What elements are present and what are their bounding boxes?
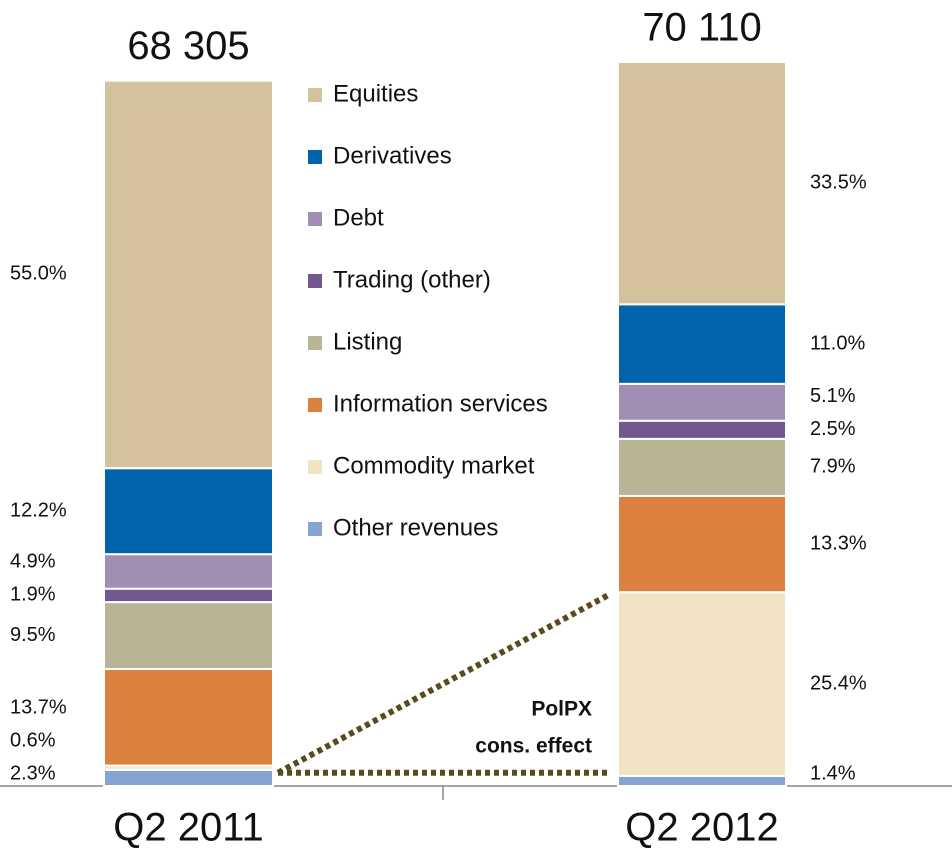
legend-swatch <box>308 212 322 226</box>
data-label: 1.9% <box>10 584 56 606</box>
legend-label: Listing <box>333 328 402 355</box>
legend-label: Trading (other) <box>333 266 491 293</box>
legend-swatch <box>308 150 322 164</box>
bar-segment <box>103 668 274 767</box>
data-label: 55.0% <box>10 263 67 285</box>
annotation: cons. effect <box>475 735 592 758</box>
data-label: 4.9% <box>10 551 56 573</box>
bar-segment <box>103 587 274 604</box>
legend-swatch <box>308 522 322 536</box>
legend-label: Commodity market <box>333 452 535 479</box>
legend-swatch <box>308 336 322 350</box>
bar-segment <box>617 591 787 777</box>
data-label: 13.3% <box>810 532 867 554</box>
bar-segment <box>103 79 274 470</box>
legend-swatch <box>308 274 322 288</box>
data-label: 7.9% <box>810 456 856 478</box>
legend-swatch <box>308 398 322 412</box>
bar-segment <box>103 553 274 590</box>
data-label: 2.5% <box>810 418 856 440</box>
data-label: 9.5% <box>10 624 56 646</box>
data-label: 33.5% <box>810 171 867 193</box>
data-label: 25.4% <box>810 672 867 694</box>
data-label: 2.3% <box>10 762 56 784</box>
bar-segment <box>617 382 787 422</box>
legend-label: Equities <box>333 80 418 107</box>
data-label: 12.2% <box>10 499 67 521</box>
bar-segment <box>103 467 274 556</box>
annotation: PolPX <box>531 698 592 721</box>
bar-segment <box>617 61 787 306</box>
bar-segment <box>617 494 787 594</box>
bar-segment <box>617 774 787 788</box>
bar-segment <box>617 303 787 385</box>
data-label: 1.4% <box>810 762 856 784</box>
bar-segment <box>617 419 787 440</box>
legend-swatch <box>308 88 322 102</box>
legend-label: Debt <box>333 204 384 231</box>
data-label: 5.1% <box>810 385 856 407</box>
legend-label: Information services <box>333 390 548 417</box>
data-label: 13.7% <box>10 696 67 718</box>
legend-label: Other revenues <box>333 514 498 541</box>
x-tick-label: Q2 2011 <box>113 806 264 850</box>
data-label: 11.0% <box>810 332 865 354</box>
x-tick-label: Q2 2012 <box>625 806 778 850</box>
bar-segment <box>617 437 787 497</box>
bar-segment <box>103 768 274 787</box>
data-label: 0.6% <box>10 729 56 751</box>
bar-segment <box>103 601 274 671</box>
legend-label: Derivatives <box>333 142 452 169</box>
total-label: 70 110 <box>642 6 761 50</box>
legend-swatch <box>308 460 322 474</box>
total-label: 68 305 <box>127 24 249 68</box>
